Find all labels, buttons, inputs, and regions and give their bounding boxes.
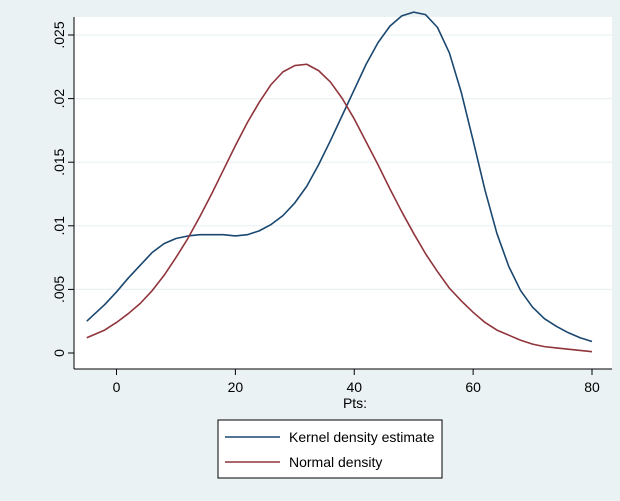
y-tick-label: .005 [51,276,67,303]
y-tick-label: .015 [51,148,67,175]
x-tick-label: 20 [228,379,244,395]
y-tick-label: .025 [51,21,67,48]
x-tick-label: 0 [113,379,121,395]
legend: Kernel density estimate Normal density [217,419,443,479]
x-tick-label: 40 [346,379,362,395]
legend-label-normal: Normal density [289,454,382,470]
series-lines [86,11,593,353]
y-tick-label: .01 [51,216,67,236]
x-tick-label: 60 [465,379,481,395]
grid-lines [74,34,612,290]
x-axis-title: Pts: [343,395,367,411]
plot-area [74,17,612,369]
x-axis: 0 20 40 60 80 [113,369,600,395]
series-line-0 [86,11,593,343]
legend-label-kernel: Kernel density estimate [289,429,435,445]
y-tick-label: .02 [51,89,67,109]
y-axis: 0 .005 .01 .015 .02 .025 [51,21,74,357]
x-tick-label: 80 [584,379,600,395]
series-line-1 [86,63,593,353]
y-tick-label: 0 [51,349,67,357]
legend-box [217,419,443,479]
